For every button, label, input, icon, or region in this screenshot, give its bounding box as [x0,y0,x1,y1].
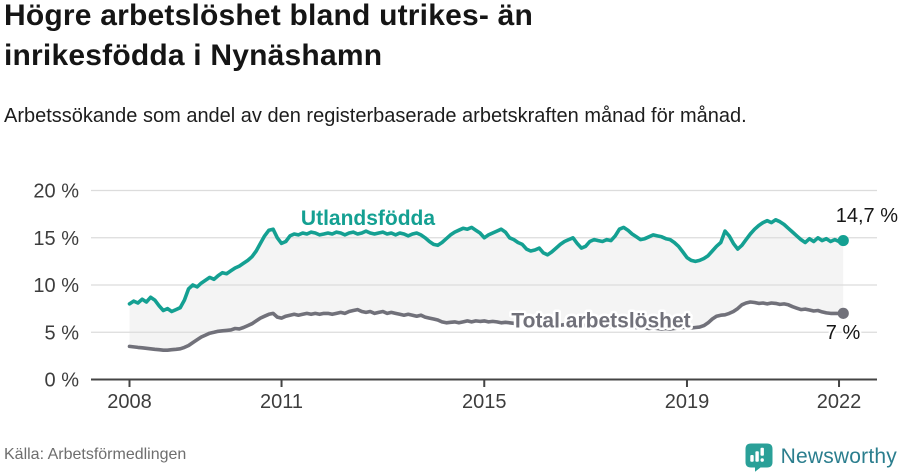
y-tick-label-5: 5 % [45,322,80,344]
x-tick-label-2011: 2011 [260,391,303,413]
newsworthy-chart-bubble-icon [745,443,773,472]
series-end-dot-total [837,307,849,319]
series-label-total: Total arbetslöshet [511,310,690,333]
x-tick-label-2015: 2015 [462,391,507,413]
series-end-dot-utlandsfodda [837,234,849,247]
x-tick-label-2008: 2008 [107,391,152,413]
unemployment-line-chart: 2008 2011 2015 2019 2022 0 %5 %10 %15 %20 % … [33,181,900,414]
y-tick-label-20: 20 % [33,181,79,203]
x-tick-label-2019: 2019 [665,391,710,413]
source-note: Källa: Arbetsförmedlingen [4,446,187,463]
y-tick-label-10: 10 % [33,275,79,297]
end-value-label-utlandsfodda: 14,7 % [836,205,898,227]
newsworthy-wordmark: Newsworthy [780,445,897,468]
series-line-utlandsfodda [127,217,846,314]
series-label-utlandsfodda: Utlandsfödda [301,207,435,230]
y-axis-labels: 0 % 5 % 10 % 15 % 20 % [33,181,79,392]
chart-subtitle: Arbetssökande som andel av den registerb… [4,105,747,127]
x-axis: 2008 2011 2015 2019 2022 [91,378,877,413]
x-tick-label-2022: 2022 [817,391,862,413]
chart-title: Högre arbetslöshet bland utrikes- än inr… [4,0,533,72]
annotations: Utlandsfödda 14,7 % Total arbetslöshet 7 % [298,203,900,346]
series-line-total [127,300,846,352]
y-tick-label-15: 15 % [33,228,79,250]
y-tick-label-0: 0 % [45,370,80,392]
newsworthy-logo[interactable]: Newsworthy [744,441,897,473]
series-lines [127,217,849,352]
end-value-label-total: 7 % [826,322,861,344]
